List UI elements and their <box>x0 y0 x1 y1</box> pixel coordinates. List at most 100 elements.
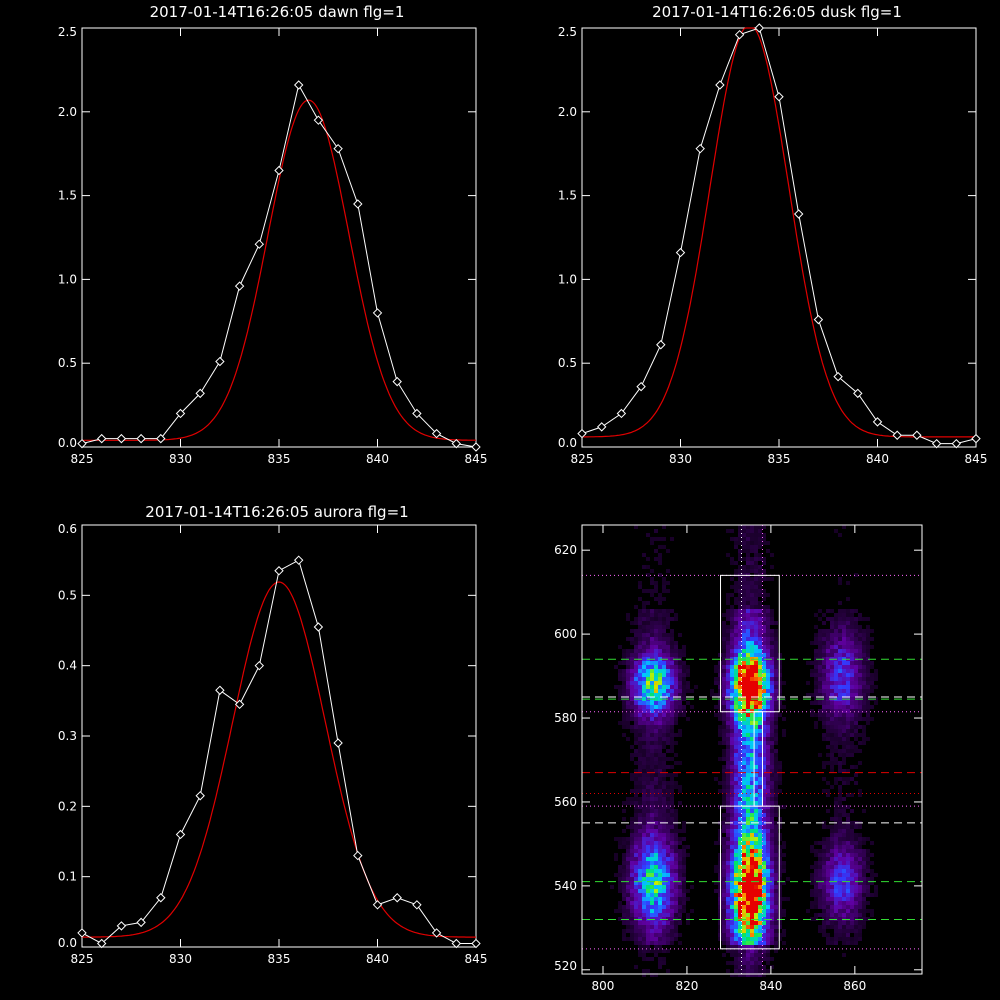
heatmap-cell <box>638 853 642 857</box>
heatmap-cell <box>742 525 746 529</box>
heatmap-ytick-label: 620 <box>554 543 577 557</box>
heatmap-cell <box>654 709 658 713</box>
heatmap-cell <box>750 885 754 889</box>
heatmap-cell <box>766 921 770 925</box>
heatmap-cell <box>822 633 826 637</box>
heatmap-cell <box>762 889 766 893</box>
heatmap-cell <box>838 649 842 653</box>
heatmap-cell <box>754 961 758 965</box>
heatmap-cell <box>850 717 854 721</box>
heatmap-cell <box>758 577 762 581</box>
heatmap-cell <box>662 745 666 749</box>
heatmap-cell <box>822 789 826 793</box>
heatmap-cell <box>746 589 750 593</box>
heatmap-cell <box>718 833 722 837</box>
heatmap-cell <box>854 877 858 881</box>
heatmap-cell <box>778 889 782 893</box>
heatmap-cell <box>734 945 738 949</box>
heatmap-cell <box>638 673 642 677</box>
heatmap-cell <box>650 537 654 541</box>
heatmap-cell <box>662 893 666 897</box>
heatmap-cell <box>658 945 662 949</box>
heatmap-cell <box>666 741 670 745</box>
heatmap-cell <box>734 785 738 789</box>
heatmap-cell <box>770 881 774 885</box>
heatmap-cell <box>718 661 722 665</box>
heatmap-cell <box>730 705 734 709</box>
heatmap-cell <box>722 725 726 729</box>
heatmap-cell <box>722 817 726 821</box>
heatmap-cell <box>662 781 666 785</box>
heatmap-cell <box>746 693 750 697</box>
heatmap-cell <box>746 785 750 789</box>
heatmap-cell <box>630 797 634 801</box>
heatmap-cell <box>862 917 866 921</box>
heatmap-cell <box>746 849 750 853</box>
heatmap-cell <box>774 849 778 853</box>
heatmap-cell <box>766 877 770 881</box>
heatmap-cell <box>754 897 758 901</box>
heatmap-cell <box>838 661 842 665</box>
heatmap-cell <box>778 681 782 685</box>
heatmap-cell <box>750 957 754 961</box>
heatmap-cell <box>774 905 778 909</box>
heatmap-cell <box>730 869 734 873</box>
heatmap-cell <box>682 681 686 685</box>
heatmap-cell <box>642 917 646 921</box>
heatmap-cell <box>842 837 846 841</box>
heatmap-cell <box>646 729 650 733</box>
heatmap-cell <box>674 833 678 837</box>
heatmap-cell <box>670 773 674 777</box>
heatmap-cell <box>774 705 778 709</box>
heatmap-cell <box>662 545 666 549</box>
heatmap-cell <box>838 697 842 701</box>
heatmap-cell <box>738 729 742 733</box>
heatmap-cell <box>722 937 726 941</box>
heatmap-cell <box>850 877 854 881</box>
heatmap-cell <box>730 905 734 909</box>
heatmap-cell <box>858 625 862 629</box>
heatmap-cell <box>654 881 658 885</box>
heatmap-cell <box>738 693 742 697</box>
heatmap-cell <box>822 881 826 885</box>
heatmap-cell <box>742 629 746 633</box>
heatmap-cell <box>842 933 846 937</box>
heatmap-cell <box>842 769 846 773</box>
heatmap-cell <box>666 969 670 973</box>
heatmap-cell <box>650 569 654 573</box>
heatmap-cell <box>838 721 842 725</box>
heatmap-cell <box>774 773 778 777</box>
heatmap-cell <box>766 869 770 873</box>
heatmap-cell <box>670 657 674 661</box>
heatmap-cell <box>630 701 634 705</box>
heatmap-cell <box>662 785 666 789</box>
heatmap-cell <box>666 681 670 685</box>
heatmap-cell <box>826 697 830 701</box>
heatmap-cell <box>730 921 734 925</box>
heatmap-cell <box>758 649 762 653</box>
heatmap-cell <box>746 701 750 705</box>
heatmap-cell <box>862 733 866 737</box>
heatmap-cell <box>638 941 642 945</box>
heatmap-cell <box>762 741 766 745</box>
heatmap-cell <box>762 673 766 677</box>
heatmap-cell <box>842 617 846 621</box>
heatmap-cell <box>642 909 646 913</box>
heatmap-cell <box>682 885 686 889</box>
heatmap-cell <box>658 669 662 673</box>
heatmap-cell <box>774 709 778 713</box>
heatmap-cell <box>746 881 750 885</box>
heatmap-cell <box>662 525 666 529</box>
heatmap-cell <box>858 833 862 837</box>
heatmap-cell <box>830 737 834 741</box>
heatmap-cell <box>634 673 638 677</box>
heatmap-cell <box>634 773 638 777</box>
heatmap-cell <box>730 885 734 889</box>
heatmap-cell <box>762 737 766 741</box>
heatmap-cell <box>758 893 762 897</box>
heatmap-cell <box>722 853 726 857</box>
heatmap-cell <box>730 789 734 793</box>
heatmap-cell <box>730 953 734 957</box>
heatmap-cell <box>826 917 830 921</box>
heatmap-cell <box>774 793 778 797</box>
